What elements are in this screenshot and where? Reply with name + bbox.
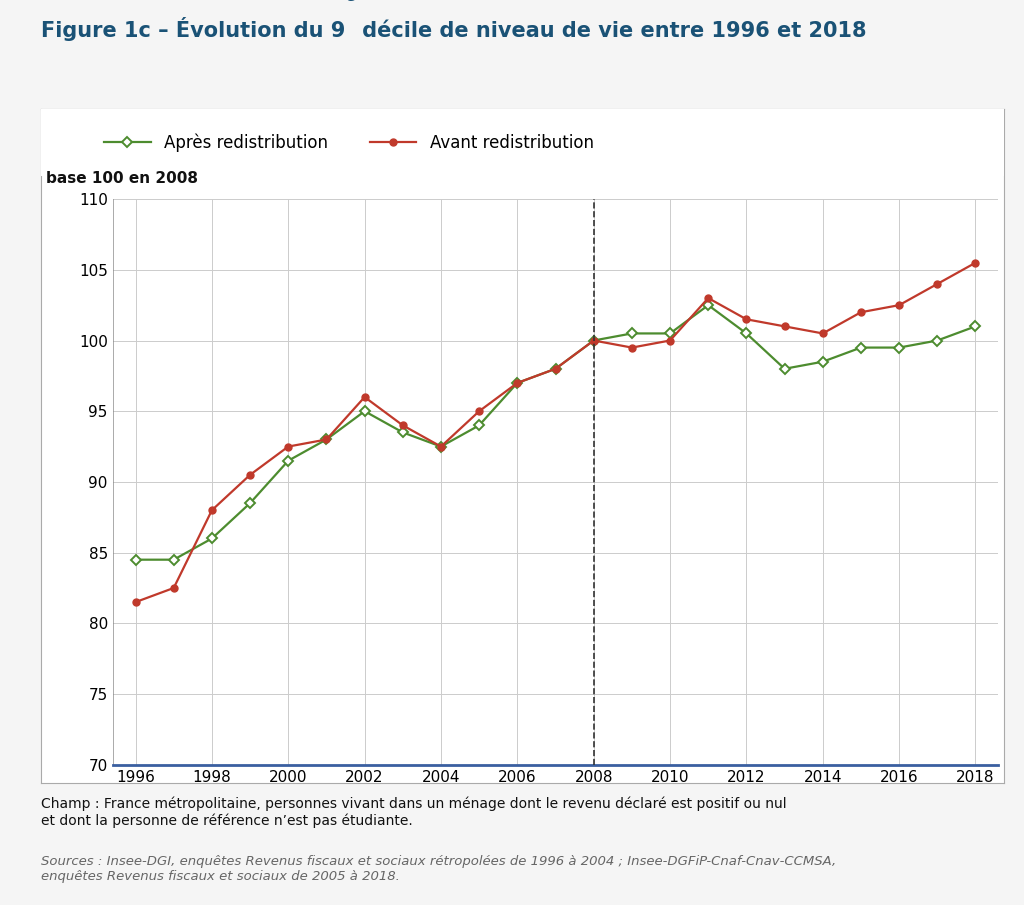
Après redistribution [358, 405, 371, 416]
Avant redistribution [855, 307, 867, 318]
Avant redistribution [435, 441, 447, 452]
Avant redistribution [283, 441, 295, 452]
Avant redistribution [168, 583, 180, 594]
Après redistribution [550, 363, 562, 374]
Avant redistribution [473, 405, 485, 416]
Avant redistribution [626, 342, 638, 353]
Après redistribution [244, 498, 256, 509]
Après redistribution [168, 554, 180, 565]
Avant redistribution [321, 434, 333, 445]
Avant redistribution [664, 335, 676, 346]
Après redistribution [206, 533, 218, 544]
Avant redistribution [244, 470, 256, 481]
Après redistribution [855, 342, 867, 353]
Text: Figure 1c – Évolution du 9: Figure 1c – Évolution du 9 [41, 16, 345, 41]
Après redistribution [321, 434, 333, 445]
Line: Avant redistribution: Avant redistribution [132, 259, 979, 605]
Après redistribution [970, 321, 982, 332]
Text: Champ : France métropolitaine, personnes vivant dans un ménage dont le revenu dé: Champ : France métropolitaine, personnes… [41, 796, 786, 828]
Avant redistribution [396, 420, 409, 431]
Avant redistribution [778, 321, 791, 332]
Avant redistribution [588, 335, 600, 346]
Avant redistribution [740, 314, 753, 325]
Après redistribution [473, 420, 485, 431]
Avant redistribution [511, 377, 523, 388]
Après redistribution [435, 441, 447, 452]
Après redistribution [778, 363, 791, 374]
Après redistribution [511, 377, 523, 388]
Avant redistribution [129, 596, 141, 607]
Après redistribution [588, 335, 600, 346]
Après redistribution [626, 328, 638, 338]
Avant redistribution [893, 300, 905, 310]
Avant redistribution [358, 392, 371, 403]
Après redistribution [702, 300, 715, 310]
Avant redistribution [702, 292, 715, 303]
Après redistribution [664, 328, 676, 338]
Text: Sources : Insee-DGI, enquêtes Revenus fiscaux et sociaux rétropolées de 1996 à 2: Sources : Insee-DGI, enquêtes Revenus fi… [41, 855, 837, 883]
Line: Après redistribution: Après redistribution [132, 301, 979, 564]
Avant redistribution [206, 505, 218, 516]
Après redistribution [129, 554, 141, 565]
Après redistribution [931, 335, 943, 346]
Avant redistribution [970, 257, 982, 268]
Text: base 100 en 2008: base 100 en 2008 [46, 170, 198, 186]
Avant redistribution [550, 363, 562, 374]
Text: décile de niveau de vie entre 1996 et 2018: décile de niveau de vie entre 1996 et 20… [355, 21, 866, 41]
Après redistribution [816, 357, 828, 367]
Text: e: e [345, 0, 355, 4]
Avant redistribution [816, 328, 828, 338]
Avant redistribution [931, 279, 943, 290]
Après redistribution [893, 342, 905, 353]
Après redistribution [396, 427, 409, 438]
Après redistribution [740, 328, 753, 338]
Legend: Après redistribution, Avant redistribution: Après redistribution, Avant redistributi… [97, 127, 600, 158]
Après redistribution [283, 455, 295, 466]
